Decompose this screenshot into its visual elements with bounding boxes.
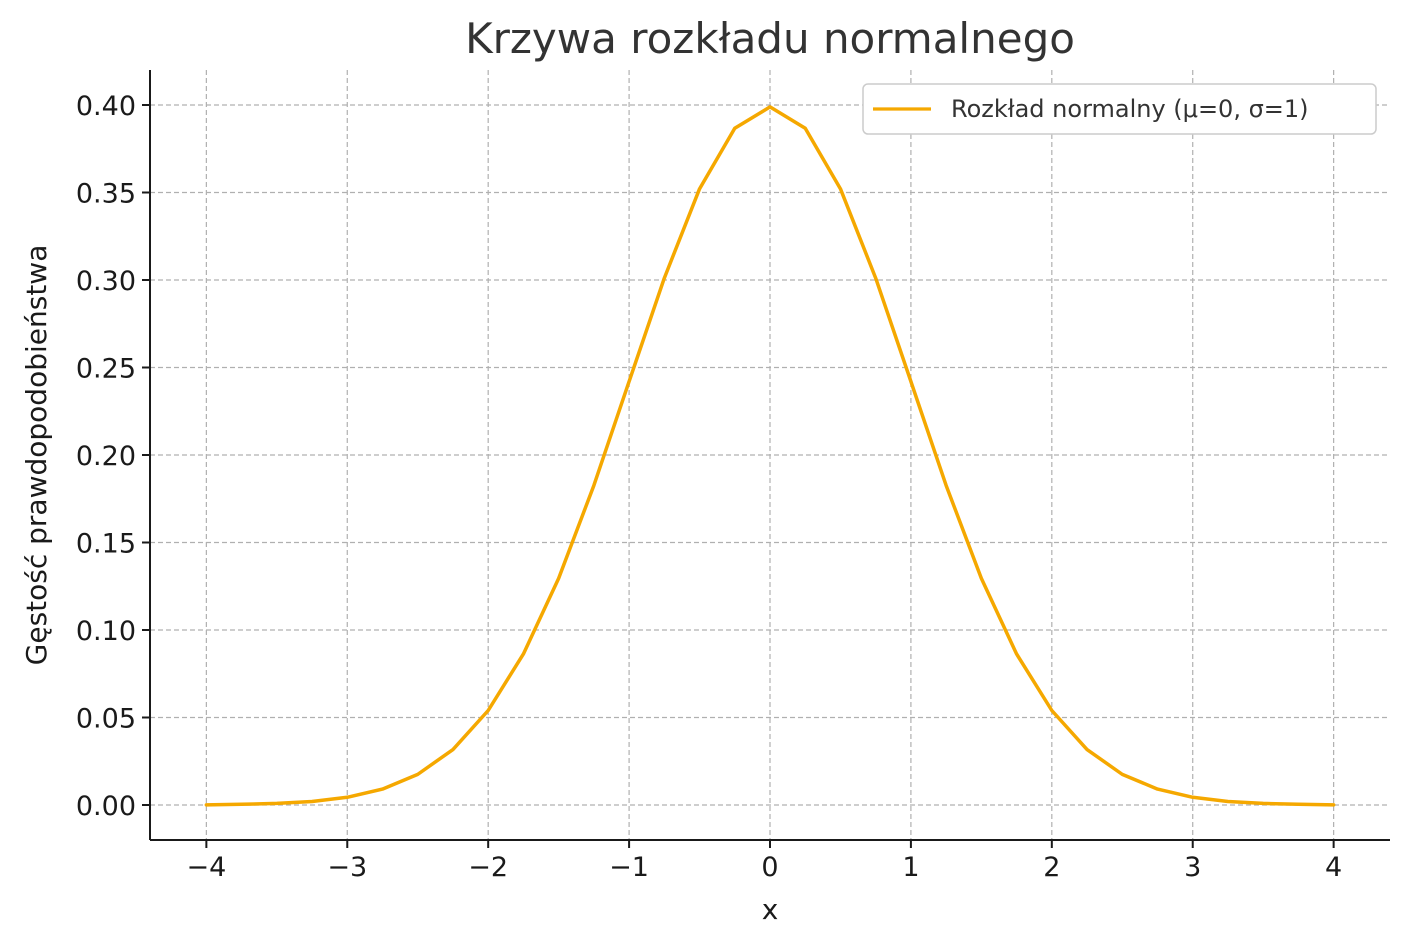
chart-title: Krzywa rozkładu normalnego (465, 14, 1075, 63)
x-tick-label: 1 (902, 852, 919, 883)
y-tick-label: 0.20 (76, 441, 136, 472)
x-ticks: −4 −3 −2 −1 0 1 2 3 4 (186, 840, 1342, 883)
y-tick-label: 0.40 (76, 91, 136, 122)
y-tick-label: 0.25 (76, 354, 136, 385)
grid (150, 70, 1390, 840)
y-tick-label: 0.15 (76, 529, 136, 560)
x-tick-label: −3 (327, 852, 367, 883)
y-tick-label: 0.35 (76, 179, 136, 210)
x-axis-title: x (762, 893, 779, 926)
y-tick-label: 0.30 (76, 266, 136, 297)
series-line (204, 105, 1336, 807)
series (204, 105, 1336, 807)
y-tick-label: 0.00 (76, 791, 136, 822)
x-tick-label: 0 (761, 852, 778, 883)
x-tick-label: −4 (186, 852, 226, 883)
x-tick-label: 3 (1184, 852, 1201, 883)
y-tick-label: 0.10 (76, 616, 136, 647)
y-axis-title: Gęstość prawdopodobieństwa (20, 245, 53, 666)
x-tick-label: −1 (609, 852, 649, 883)
x-tick-label: 2 (1043, 852, 1060, 883)
x-tick-label: −2 (468, 852, 508, 883)
y-tick-label: 0.05 (76, 704, 136, 735)
x-tick-label: 4 (1325, 852, 1342, 883)
legend-box (862, 83, 1377, 135)
legend: Rozkład normalny (μ=0, σ=1) (862, 83, 1377, 135)
y-ticks: 0.00 0.05 0.10 0.15 0.20 0.25 0.30 0.35 0.40 (76, 91, 150, 822)
legend-label: Rozkład normalny (μ=0, σ=1) (951, 95, 1309, 123)
